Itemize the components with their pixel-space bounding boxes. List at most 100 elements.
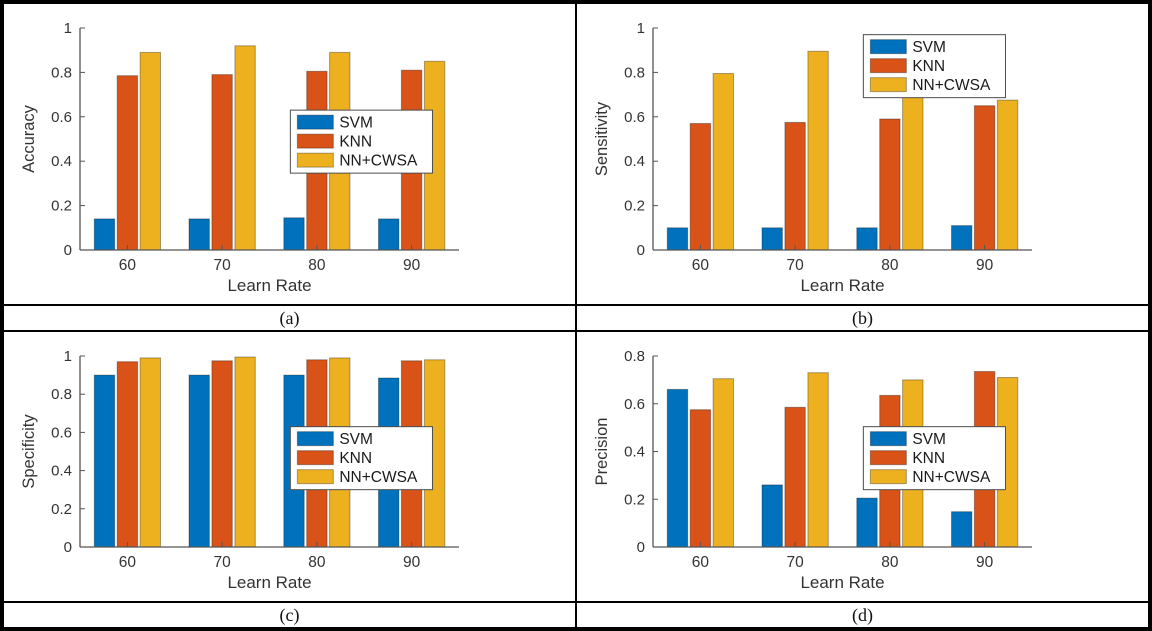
x-tick-label: 60 bbox=[119, 257, 137, 274]
y-tick-label: 0.2 bbox=[51, 501, 72, 518]
axes: 0 0.2 0.4 0.6 0.8 1 60 70 80 90 bbox=[624, 20, 1032, 274]
legend-label: NN+CWSA bbox=[339, 153, 418, 170]
y-tick-label: 0.4 bbox=[624, 444, 645, 461]
legend-swatch-knn bbox=[296, 450, 334, 466]
x-axis-label: Learn Rate bbox=[800, 573, 884, 592]
bar-svm-80 bbox=[856, 227, 878, 251]
bar-nn-cwsa-60 bbox=[712, 378, 735, 548]
chart-accuracy: 0 0.2 0.4 0.6 0.8 1 60 70 80 90 Learn Rate Accuracy… bbox=[4, 4, 575, 304]
caption-cell-c: (c) bbox=[3, 602, 576, 628]
chart-cell-sensitivity: 0 0.2 0.4 0.6 0.8 1 60 70 80 90 Learn Rate Sensitiv… bbox=[576, 3, 1149, 305]
chart-svg: 0 0.2 0.4 0.6 0.8 60 70 80 90 Learn Rate Precision… bbox=[593, 348, 1032, 592]
x-axis-label: Learn Rate bbox=[227, 276, 311, 295]
bar-svm-70 bbox=[188, 218, 210, 251]
bar-knn-70 bbox=[211, 360, 233, 548]
legend-label: NN+CWSA bbox=[339, 469, 418, 486]
legend-swatch-nn-cwsa bbox=[296, 152, 334, 168]
chart-cell-specificity: 0 0.2 0.4 0.6 0.8 1 60 70 80 90 Learn Rate Specific… bbox=[3, 331, 576, 602]
chart-precision: 0 0.2 0.4 0.6 0.8 60 70 80 90 Learn Rate Precision… bbox=[577, 332, 1148, 601]
chart-svg: 0 0.2 0.4 0.6 0.8 1 60 70 80 90 Learn Rate Specific… bbox=[20, 348, 459, 592]
y-tick-label: 0.4 bbox=[51, 463, 72, 480]
legend-label: NN+CWSA bbox=[912, 77, 991, 94]
legend-swatch-knn bbox=[869, 450, 907, 466]
bar-svm-90 bbox=[378, 218, 400, 251]
y-axis-label: Sensitivity bbox=[593, 101, 611, 176]
bar-knn-70 bbox=[784, 406, 806, 548]
y-tick-label: 0.8 bbox=[624, 64, 645, 81]
legend-label: SVM bbox=[912, 431, 946, 448]
bar-nn-cwsa-70 bbox=[807, 50, 829, 251]
legend-label: KNN bbox=[339, 134, 372, 151]
y-tick-label: 1 bbox=[64, 348, 72, 365]
x-tick-label: 80 bbox=[881, 257, 899, 274]
legend-swatch-knn bbox=[296, 133, 334, 149]
legend-label: SVM bbox=[339, 115, 373, 132]
bar-knn-90 bbox=[973, 105, 996, 251]
bar-knn-80 bbox=[879, 118, 901, 251]
y-tick-label: 0.4 bbox=[624, 153, 645, 170]
bar-svm-80 bbox=[856, 497, 878, 548]
chart-specificity: 0 0.2 0.4 0.6 0.8 1 60 70 80 90 Learn Rate Specific… bbox=[4, 332, 575, 601]
y-tick-label: 0 bbox=[637, 539, 645, 556]
caption-cell-b: (b) bbox=[576, 305, 1149, 331]
y-tick-label: 1 bbox=[64, 20, 72, 37]
x-tick-label: 60 bbox=[692, 554, 710, 571]
legend-swatch-svm bbox=[869, 39, 907, 55]
legend-label: NN+CWSA bbox=[912, 469, 991, 486]
caption-c: (c) bbox=[279, 604, 300, 625]
x-tick-label: 90 bbox=[976, 554, 994, 571]
legend-label: KNN bbox=[912, 58, 945, 75]
x-axis-label: Learn Rate bbox=[227, 573, 311, 592]
bar-nn-cwsa-60 bbox=[139, 357, 162, 548]
x-tick-label: 70 bbox=[787, 554, 805, 571]
bar-nn-cwsa-60 bbox=[139, 51, 162, 251]
axes: 0 0.2 0.4 0.6 0.8 60 70 80 90 bbox=[624, 348, 1032, 571]
bar-svm-60 bbox=[93, 374, 116, 548]
caption-cell-a: (a) bbox=[3, 305, 576, 331]
y-tick-label: 1 bbox=[637, 20, 645, 37]
chart-cell-precision: 0 0.2 0.4 0.6 0.8 60 70 80 90 Learn Rate Precision… bbox=[576, 331, 1149, 602]
y-axis-label: Accuracy bbox=[20, 104, 38, 173]
legend-swatch-nn-cwsa bbox=[869, 469, 907, 485]
legend-swatch-nn-cwsa bbox=[869, 77, 907, 93]
bar-svm-90 bbox=[951, 511, 973, 548]
x-tick-label: 90 bbox=[976, 257, 994, 274]
y-axis-label: Specificity bbox=[20, 414, 38, 489]
x-axis-label: Learn Rate bbox=[800, 276, 884, 295]
bar-svm-60 bbox=[666, 388, 689, 548]
chart-svg: 0 0.2 0.4 0.6 0.8 1 60 70 80 90 Learn Rate Sensitiv… bbox=[593, 20, 1032, 295]
legend: SVM KNN NN+CWSA bbox=[862, 426, 1006, 491]
legend-label: SVM bbox=[339, 431, 373, 448]
x-tick-label: 70 bbox=[214, 554, 232, 571]
legend-label: KNN bbox=[339, 450, 372, 467]
x-tick-label: 70 bbox=[214, 257, 232, 274]
bar-nn-cwsa-70 bbox=[807, 372, 829, 548]
bar-knn-60 bbox=[689, 409, 712, 548]
x-tick-label: 70 bbox=[787, 257, 805, 274]
y-tick-label: 0.2 bbox=[624, 198, 645, 215]
y-tick-label: 0.4 bbox=[51, 153, 72, 170]
bar-knn-60 bbox=[689, 123, 712, 251]
bars bbox=[93, 356, 446, 548]
y-tick-label: 0 bbox=[637, 242, 645, 259]
y-tick-label: 0.2 bbox=[624, 491, 645, 508]
chart-svg: 0 0.2 0.4 0.6 0.8 1 60 70 80 90 Learn Rate Accuracy… bbox=[20, 20, 459, 295]
caption-b: (b) bbox=[852, 307, 873, 328]
x-tick-label: 80 bbox=[308, 554, 326, 571]
legend-swatch-svm bbox=[869, 431, 907, 447]
x-tick-label: 90 bbox=[403, 257, 421, 274]
bars bbox=[666, 50, 1019, 251]
legend: SVM KNN NN+CWSA bbox=[289, 109, 433, 174]
legend-label: SVM bbox=[912, 39, 946, 56]
caption-a: (a) bbox=[279, 307, 300, 328]
y-tick-label: 0.6 bbox=[624, 396, 645, 413]
chart-sensitivity: 0 0.2 0.4 0.6 0.8 1 60 70 80 90 Learn Rate Sensitiv… bbox=[577, 4, 1148, 304]
chart-cell-accuracy: 0 0.2 0.4 0.6 0.8 1 60 70 80 90 Learn Rate Accuracy… bbox=[3, 3, 576, 305]
caption-cell-d: (d) bbox=[576, 602, 1149, 628]
axes: 0 0.2 0.4 0.6 0.8 1 60 70 80 90 bbox=[51, 20, 459, 274]
bar-nn-cwsa-70 bbox=[234, 356, 256, 548]
bars bbox=[666, 371, 1019, 548]
bar-knn-60 bbox=[116, 361, 139, 548]
bar-svm-70 bbox=[761, 227, 783, 251]
x-tick-label: 60 bbox=[119, 554, 137, 571]
